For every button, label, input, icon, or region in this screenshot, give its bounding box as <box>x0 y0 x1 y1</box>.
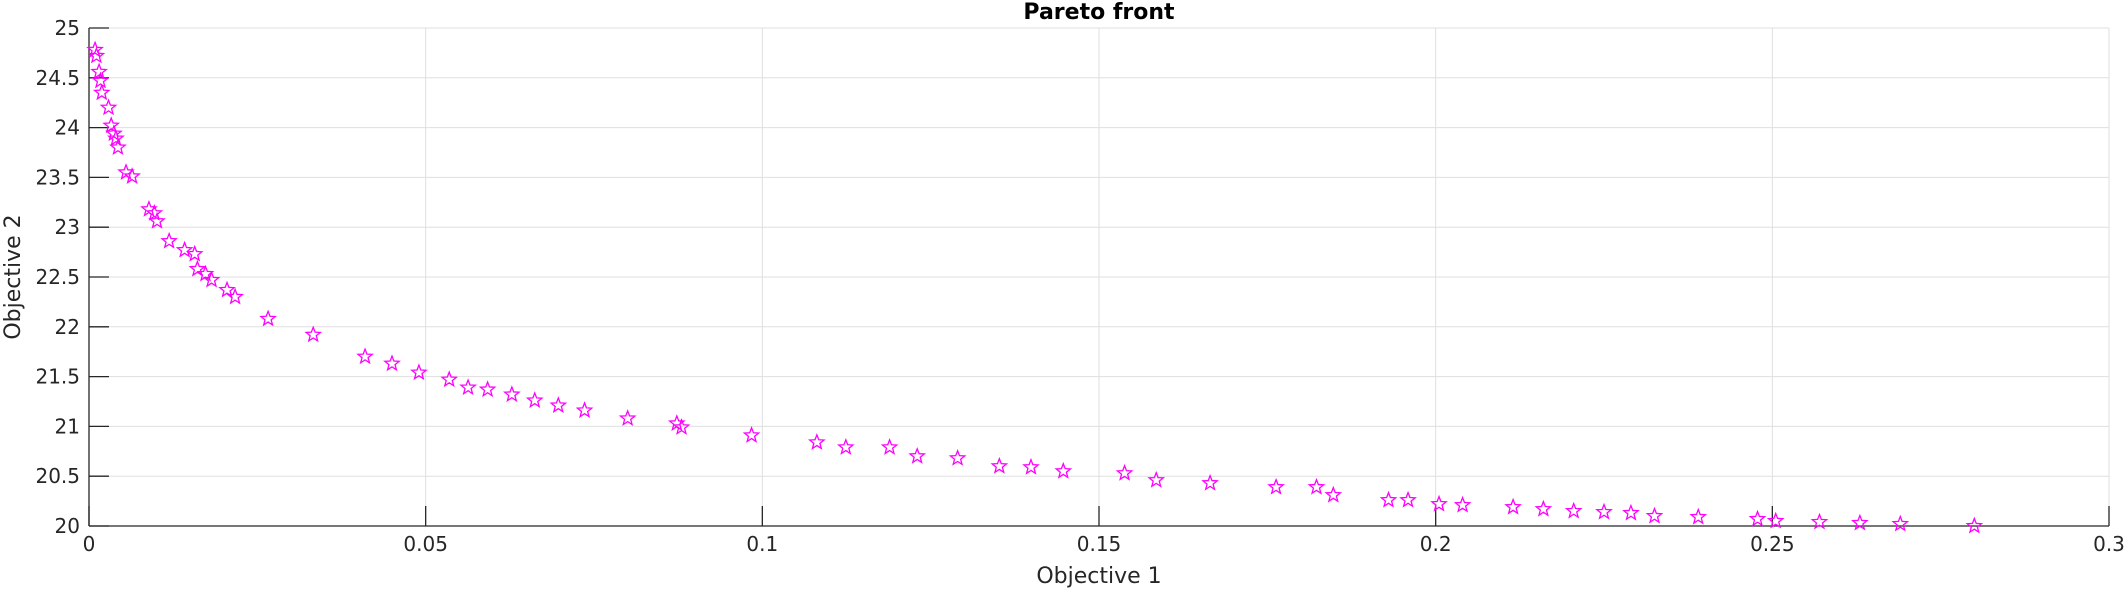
data-point <box>202 270 221 288</box>
data-points <box>86 40 1984 534</box>
y-tick-label: 24.5 <box>35 66 80 90</box>
x-tick-label: 0.25 <box>1750 532 1795 556</box>
data-point <box>549 396 568 414</box>
data-point <box>808 433 826 450</box>
data-point <box>1115 463 1134 481</box>
data-point <box>1022 457 1040 475</box>
data-point <box>410 363 428 381</box>
data-point <box>1810 512 1829 530</box>
data-point <box>1595 502 1613 520</box>
tick-marks <box>88 27 2110 527</box>
data-point <box>459 378 477 396</box>
y-tick-label: 22.5 <box>35 265 80 289</box>
data-point <box>175 240 194 258</box>
x-tick-label: 0.15 <box>1077 532 1122 556</box>
data-point <box>502 385 521 403</box>
x-tick-label: 0 <box>83 532 96 556</box>
x-tick-label: 0.1 <box>746 532 778 556</box>
data-point <box>1453 495 1472 513</box>
data-point <box>1891 514 1910 532</box>
data-point <box>185 244 204 262</box>
data-point <box>1851 513 1869 531</box>
data-point <box>1379 490 1398 508</box>
data-point <box>218 280 236 298</box>
y-tick-label: 21.5 <box>35 365 80 389</box>
data-point <box>1504 497 1522 515</box>
data-point <box>1645 506 1664 524</box>
data-point <box>990 456 1009 474</box>
data-point <box>1399 490 1417 508</box>
data-point <box>148 211 166 229</box>
x-tick-label: 0.2 <box>1420 532 1452 556</box>
data-point <box>880 438 899 455</box>
data-point <box>618 409 637 426</box>
data-point <box>1965 516 1984 534</box>
data-point <box>102 116 121 134</box>
y-tick-label: 20.5 <box>35 464 80 488</box>
data-point <box>259 309 277 327</box>
data-point <box>91 71 110 89</box>
x-tick-label: 0.3 <box>2093 532 2125 556</box>
y-tick-label: 23 <box>55 215 80 239</box>
data-point <box>575 401 594 419</box>
x-tick-labels: 0 0.05 0.1 0.15 0.2 0.25 0.3 <box>83 532 2125 556</box>
data-point <box>107 129 125 147</box>
y-tick-label: 20 <box>55 514 80 538</box>
data-point <box>672 418 691 435</box>
data-point <box>1324 485 1343 503</box>
data-point <box>1201 473 1219 491</box>
data-point <box>105 124 123 142</box>
data-point <box>1766 511 1785 529</box>
y-tick-label: 23.5 <box>35 165 80 189</box>
data-point <box>226 287 244 305</box>
data-point <box>742 426 761 443</box>
y-tick-labels: 20 20.5 21 21.5 22 22.5 23 23.5 24 24.5 25 <box>35 16 80 538</box>
data-point <box>1564 501 1583 519</box>
data-point <box>440 370 459 388</box>
data-point <box>1748 509 1767 527</box>
data-point <box>836 438 855 455</box>
data-point <box>1622 503 1640 521</box>
data-point <box>908 446 927 464</box>
data-point <box>525 391 544 409</box>
data-point <box>304 325 323 343</box>
data-point <box>99 98 118 116</box>
data-point <box>145 203 164 221</box>
y-tick-label: 21 <box>55 414 80 438</box>
x-axis-label: Objective 1 <box>1036 564 1161 589</box>
chart-title: Pareto front <box>1023 0 1175 25</box>
y-tick-label: 25 <box>55 16 80 40</box>
y-tick-label: 24 <box>55 116 80 140</box>
data-point <box>123 167 141 184</box>
data-point <box>1267 477 1285 495</box>
data-point <box>92 83 111 101</box>
data-point <box>356 347 374 365</box>
data-point <box>1147 470 1166 488</box>
y-axis-label: Objective 2 <box>1 214 26 339</box>
data-point <box>383 354 401 372</box>
data-point <box>1430 494 1448 512</box>
data-point <box>1534 499 1553 517</box>
data-point <box>948 448 967 466</box>
data-point <box>1689 507 1708 525</box>
data-point <box>109 138 127 156</box>
data-point <box>1307 477 1326 495</box>
data-point <box>1054 461 1073 479</box>
x-tick-label: 0.05 <box>403 532 448 556</box>
data-point <box>160 231 178 249</box>
y-tick-label: 22 <box>55 315 80 339</box>
data-point <box>188 259 207 277</box>
data-point <box>478 380 497 398</box>
data-point <box>87 46 106 64</box>
